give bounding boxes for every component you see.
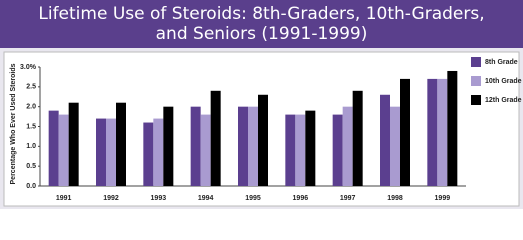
bar [305,110,316,186]
bar [332,114,343,186]
x-tick-label: 1992 [103,195,119,202]
bar [116,102,126,186]
bar [153,118,164,186]
legend-swatch [471,95,481,105]
bar [447,70,458,186]
bar [285,114,296,186]
chart-title: Lifetime Use of Steroids: 8th-Graders, 1… [0,0,523,48]
y-tick-label: 0.5 [26,163,36,170]
legend-swatch [471,76,481,86]
bar [295,114,306,186]
bar [190,106,201,186]
x-tick-label: 1994 [198,195,214,202]
x-tick-label: 1997 [340,195,356,202]
x-tick-label: 1993 [151,195,167,202]
bar [96,118,106,186]
x-tick-label: 1999 [435,195,451,202]
x-tick-label: 1995 [245,195,261,202]
bar [380,94,390,186]
legend-swatch [471,57,481,67]
bar [437,78,448,186]
y-tick-label: 2.0 [26,104,36,111]
page: Lifetime Use of Steroids: 8th-Graders, 1… [0,0,523,209]
bar [48,110,59,186]
x-tick-label: 1991 [56,195,72,202]
bar [163,106,174,186]
bar [200,114,211,186]
bar [106,118,116,186]
bar [400,78,410,186]
y-tick-label: 3.0% [20,64,37,71]
y-axis-label: Percentage Who Ever Used Steroids [10,63,17,184]
bar [342,106,353,186]
y-tick-label: 1.5 [26,123,36,130]
bar [238,106,248,186]
bar [352,90,363,186]
bar [258,94,268,186]
legend-label: 12th Grade [485,97,522,104]
y-tick-label: 0.0 [26,183,36,190]
bar [143,122,154,186]
x-tick-label: 1998 [387,195,403,202]
chart: Percentage Who Ever Used Steroids 0.0 0.5… [3,51,522,207]
bar [68,102,79,186]
bar [58,114,69,186]
bar [210,90,221,186]
legend-label: 10th Grade [485,78,522,85]
legend-label: 8th Grade [485,59,518,66]
bar [427,78,438,186]
x-tick-label: 1996 [293,195,309,202]
y-tick-label: 1.0 [26,143,36,150]
bar [248,106,258,186]
y-tick-label: 2.5 [26,84,36,91]
bar [390,106,400,186]
